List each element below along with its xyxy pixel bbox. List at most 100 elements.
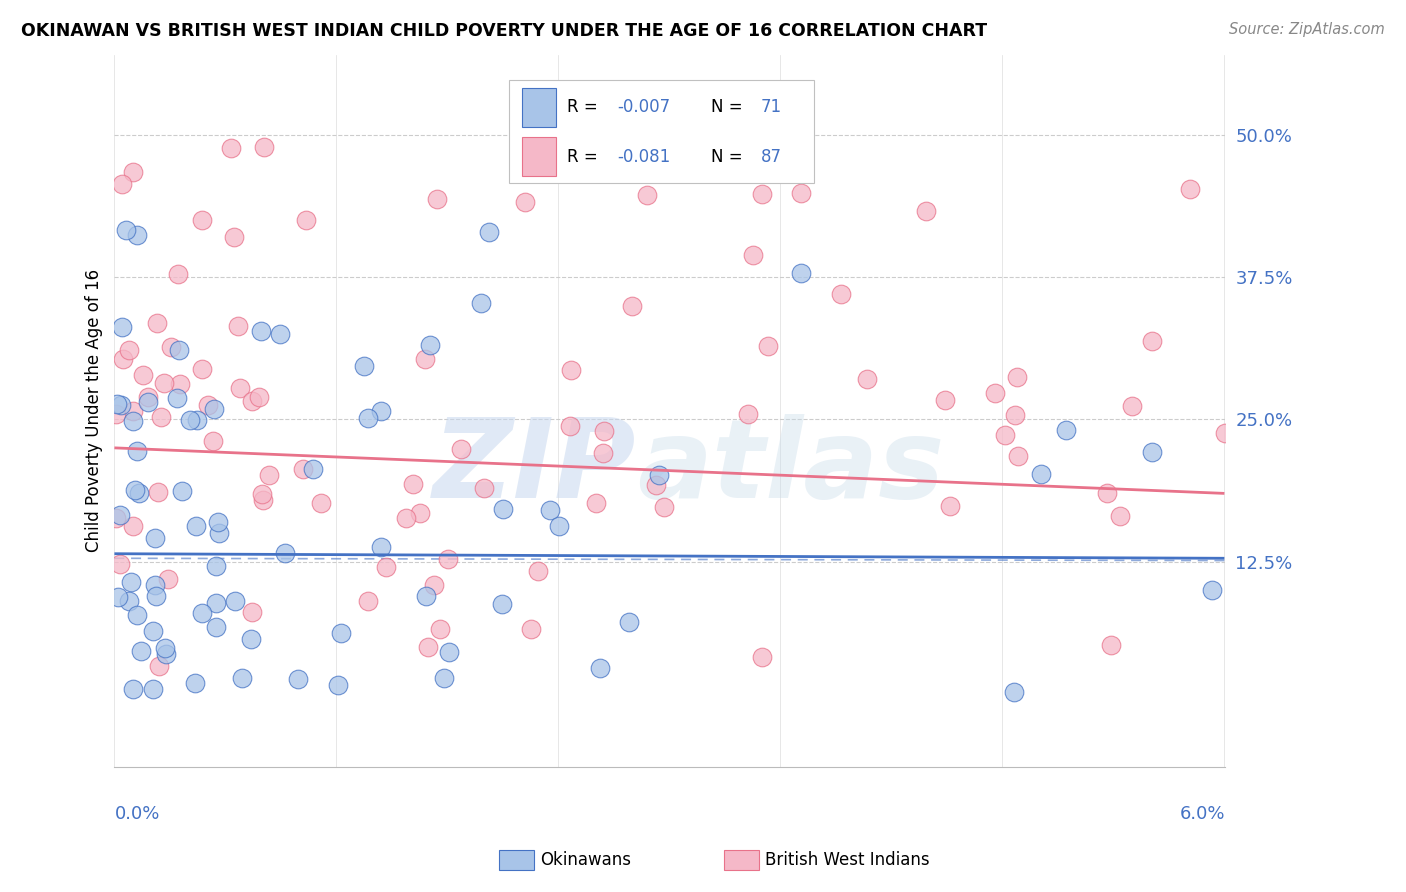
Point [984, 386, 1007, 401]
Point [160, 340, 183, 354]
Point [592, 425, 614, 439]
Text: -0.007: -0.007 [617, 98, 671, 116]
Point [122, 681, 145, 696]
Point [477, 225, 499, 239]
Point [1054, 423, 1077, 437]
Text: 6.0%: 6.0% [1180, 805, 1226, 823]
Point [938, 499, 960, 513]
Point [357, 411, 380, 425]
Point [295, 213, 318, 227]
Point [409, 506, 432, 520]
Point [202, 401, 225, 416]
Point [1121, 399, 1143, 413]
Point [756, 339, 779, 353]
Point [370, 541, 392, 555]
Point [830, 287, 852, 301]
Point [155, 647, 177, 661]
Point [1230, 630, 1253, 644]
Point [287, 672, 309, 686]
Point [122, 414, 145, 428]
Point [301, 462, 323, 476]
Point [751, 650, 773, 665]
Point [1142, 334, 1164, 348]
Point [110, 398, 132, 412]
Point [224, 594, 246, 608]
Point [104, 511, 127, 525]
Point [128, 485, 150, 500]
Point [191, 606, 214, 620]
Point [585, 496, 607, 510]
Point [166, 391, 188, 405]
Point [148, 485, 170, 500]
Point [856, 372, 879, 386]
Point [1099, 638, 1122, 652]
Text: atlas: atlas [637, 414, 943, 521]
Point [252, 492, 274, 507]
Text: R =: R = [567, 148, 603, 166]
Point [186, 413, 208, 427]
Point [143, 577, 166, 591]
Point [143, 531, 166, 545]
Point [274, 546, 297, 560]
Point [934, 392, 956, 407]
Y-axis label: Child Poverty Under the Age of 16: Child Poverty Under the Age of 16 [86, 269, 103, 552]
Point [104, 407, 127, 421]
Point [1007, 449, 1029, 463]
Point [118, 594, 141, 608]
Point [111, 320, 134, 334]
Point [204, 620, 226, 634]
Text: ZIP: ZIP [433, 414, 637, 521]
Point [370, 403, 392, 417]
Point [402, 476, 425, 491]
Point [125, 444, 148, 458]
Point [138, 390, 160, 404]
Text: 71: 71 [761, 98, 782, 116]
Point [527, 564, 550, 578]
Point [621, 299, 644, 313]
Point [375, 560, 398, 574]
Point [269, 326, 291, 341]
Point [121, 519, 143, 533]
Point [741, 248, 763, 262]
Point [184, 518, 207, 533]
Point [492, 502, 515, 516]
Point [520, 622, 543, 636]
FancyBboxPatch shape [509, 80, 814, 183]
Point [110, 558, 132, 572]
Point [789, 186, 811, 201]
Point [548, 519, 571, 533]
Bar [522, 87, 555, 127]
Point [183, 676, 205, 690]
Point [125, 227, 148, 242]
Point [994, 428, 1017, 442]
Point [169, 376, 191, 391]
Point [1201, 583, 1223, 598]
Point [1005, 370, 1028, 384]
Point [645, 478, 668, 492]
Point [790, 266, 813, 280]
Point [229, 381, 252, 395]
Point [111, 177, 134, 191]
Point [231, 671, 253, 685]
Point [450, 442, 472, 457]
Point [153, 640, 176, 655]
Text: Okinawans: Okinawans [540, 851, 631, 869]
Point [413, 352, 436, 367]
Point [592, 446, 614, 460]
Point [224, 230, 246, 244]
Text: N =: N = [711, 148, 748, 166]
Point [167, 268, 190, 282]
Point [357, 593, 380, 607]
Point [149, 409, 172, 424]
Point [433, 671, 456, 685]
Text: R =: R = [567, 98, 603, 116]
Point [419, 338, 441, 352]
Point [394, 511, 416, 525]
Point [250, 487, 273, 501]
Point [124, 483, 146, 497]
Point [751, 186, 773, 201]
Point [179, 413, 201, 427]
Point [636, 187, 658, 202]
Point [142, 624, 165, 638]
Point [204, 596, 226, 610]
